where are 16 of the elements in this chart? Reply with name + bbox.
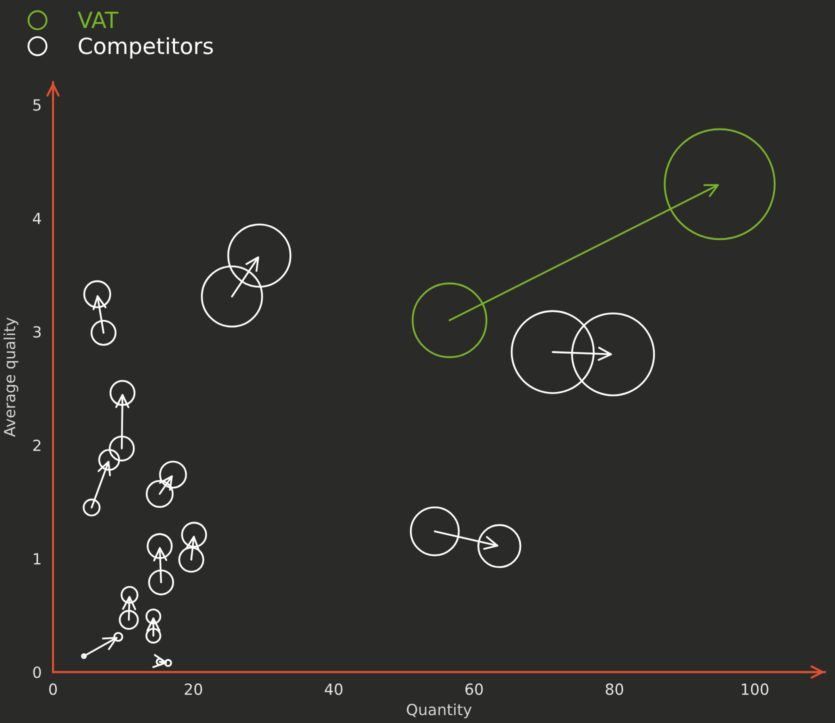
x-tick-label: 60 [465,683,483,695]
y-tick-label: 0 [33,666,41,678]
x-tick-label: 20 [184,683,202,695]
y-tick-label: 5 [33,99,41,111]
y-axis-title: Average quality [4,318,18,437]
x-tick-label: 40 [324,683,342,695]
legend-label: Competitors [78,37,213,59]
y-tick-label: 1 [34,553,40,564]
x-tick-label: 100 [742,683,768,695]
y-tick-label: 4 [32,212,42,224]
x-axis-title: Quantity [406,703,472,718]
y-tick-label: 2 [33,440,40,451]
x-tick-label: 0 [49,683,57,695]
legend-label: VAT [78,12,118,28]
x-tick-label: 80 [606,683,624,695]
y-tick-label: 3 [33,326,41,338]
